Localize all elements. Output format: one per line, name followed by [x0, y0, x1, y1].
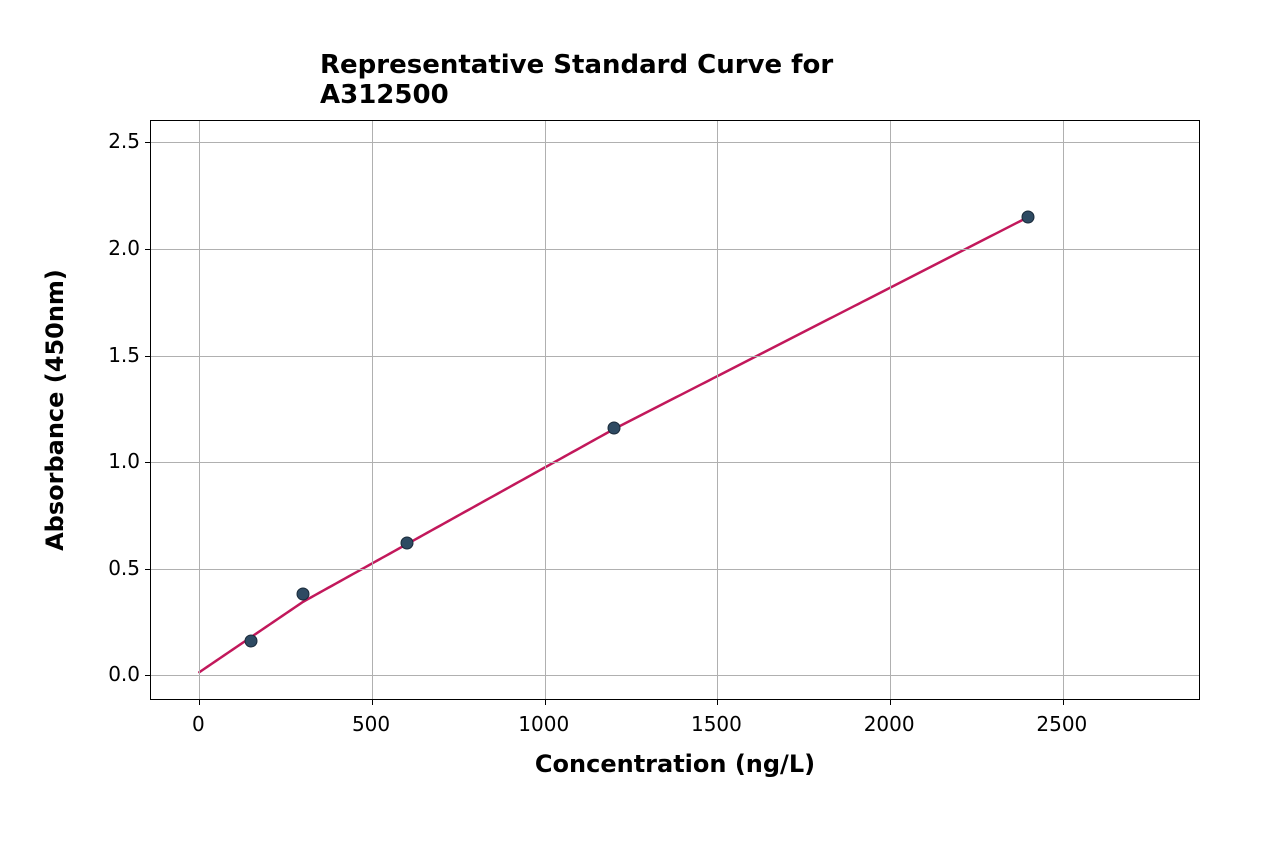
- grid-line-vertical: [1063, 121, 1064, 699]
- x-tick-label: 1000: [518, 712, 569, 736]
- y-tick: [145, 462, 151, 463]
- x-tick: [199, 699, 200, 705]
- data-point: [607, 422, 620, 435]
- x-axis-label: Concentration (ng/L): [535, 750, 815, 778]
- x-tick-label: 500: [352, 712, 390, 736]
- x-tick: [372, 699, 373, 705]
- grid-line-horizontal: [151, 675, 1199, 676]
- chart-container: Representative Standard Curve for A31250…: [0, 0, 1280, 845]
- x-tick: [890, 699, 891, 705]
- grid-line-horizontal: [151, 569, 1199, 570]
- x-tick: [545, 699, 546, 705]
- chart-title: Representative Standard Curve for A31250…: [320, 50, 960, 110]
- y-tick: [145, 675, 151, 676]
- x-tick-label: 2000: [864, 712, 915, 736]
- data-point: [400, 537, 413, 550]
- y-tick: [145, 569, 151, 570]
- y-tick: [145, 249, 151, 250]
- data-point: [245, 635, 258, 648]
- grid-line-horizontal: [151, 249, 1199, 250]
- plot-area: [150, 120, 1200, 700]
- grid-line-horizontal: [151, 142, 1199, 143]
- curve-line: [151, 121, 1199, 699]
- grid-line-vertical: [890, 121, 891, 699]
- grid-line-vertical: [717, 121, 718, 699]
- y-tick-label: 2.5: [102, 129, 140, 153]
- grid-line-vertical: [372, 121, 373, 699]
- y-axis-label: Absorbance (450nm): [41, 269, 69, 551]
- grid-line-vertical: [545, 121, 546, 699]
- y-tick: [145, 142, 151, 143]
- y-tick-label: 0.0: [102, 662, 140, 686]
- x-tick-label: 1500: [691, 712, 742, 736]
- x-tick: [717, 699, 718, 705]
- y-tick: [145, 356, 151, 357]
- grid-line-horizontal: [151, 462, 1199, 463]
- grid-line-vertical: [199, 121, 200, 699]
- x-tick-label: 2500: [1036, 712, 1087, 736]
- data-point: [1022, 210, 1035, 223]
- grid-line-horizontal: [151, 356, 1199, 357]
- y-tick-label: 0.5: [102, 556, 140, 580]
- data-point: [296, 588, 309, 601]
- y-tick-label: 2.0: [102, 236, 140, 260]
- y-tick-label: 1.5: [102, 343, 140, 367]
- y-tick-label: 1.0: [102, 449, 140, 473]
- x-tick: [1063, 699, 1064, 705]
- x-tick-label: 0: [192, 712, 205, 736]
